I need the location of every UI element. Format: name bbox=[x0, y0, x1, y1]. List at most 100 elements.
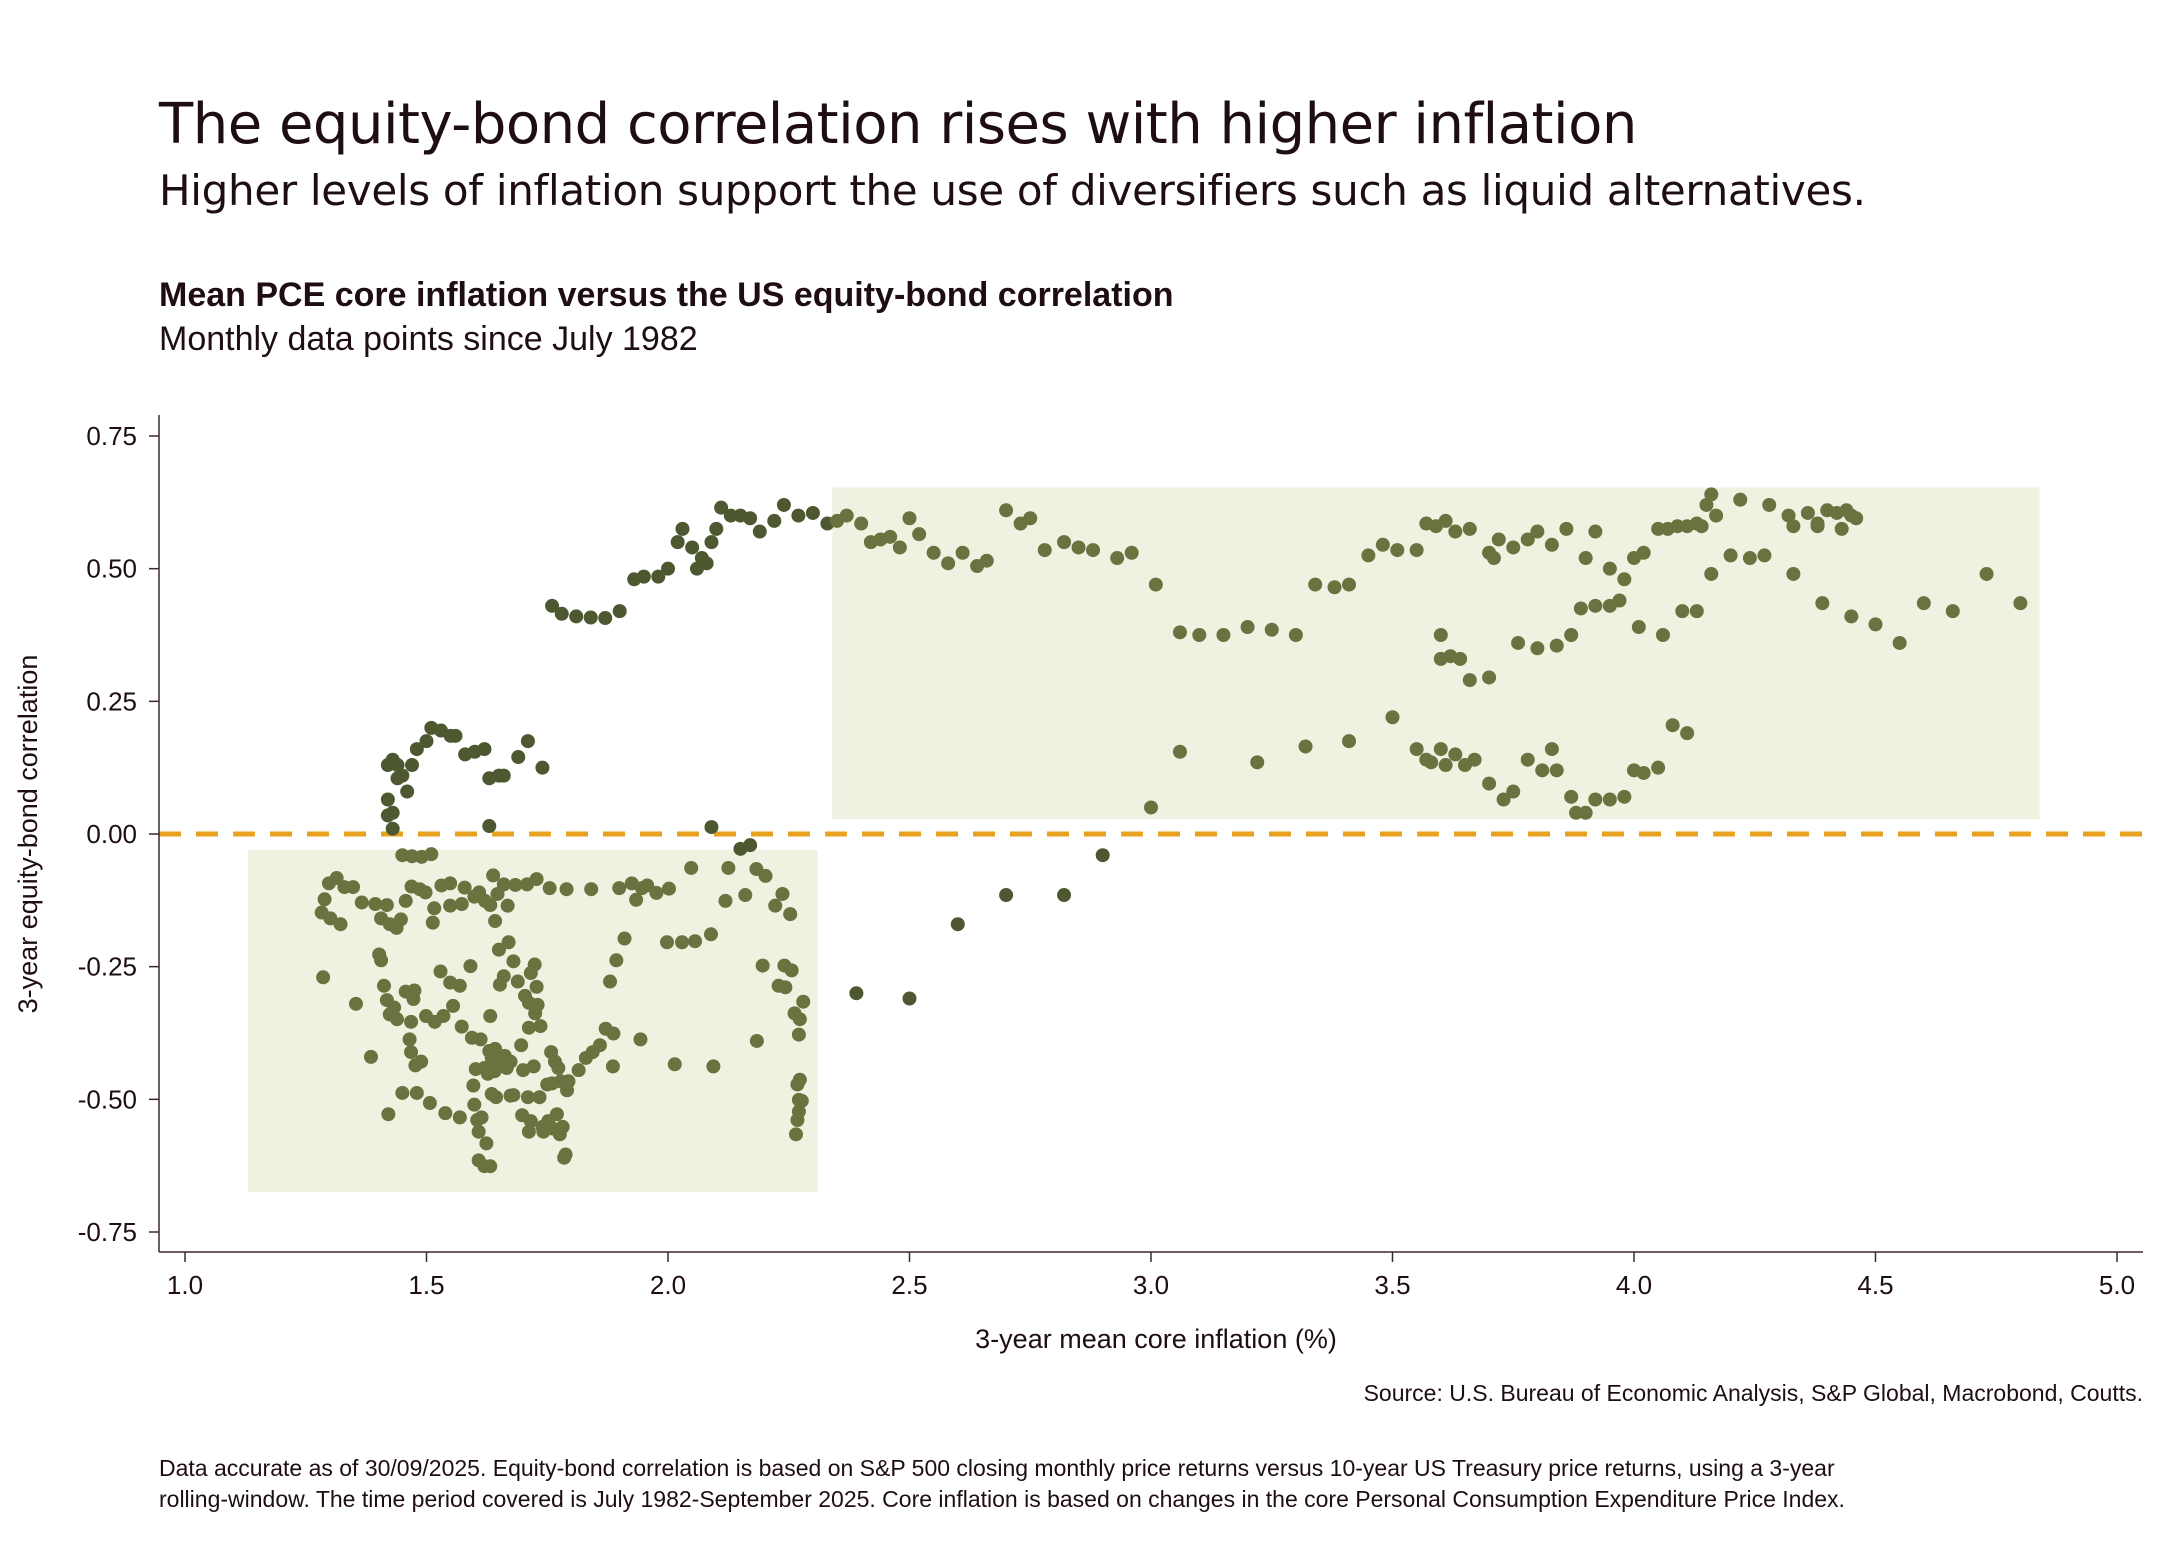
data-point bbox=[1409, 742, 1424, 757]
data-point bbox=[551, 1061, 566, 1076]
data-point bbox=[1979, 566, 1994, 581]
data-point bbox=[474, 1110, 489, 1125]
data-point bbox=[784, 963, 799, 978]
data-point bbox=[452, 1110, 467, 1125]
data-point bbox=[999, 503, 1014, 518]
data-point bbox=[467, 1097, 482, 1112]
data-point bbox=[1544, 742, 1559, 757]
data-point bbox=[749, 1033, 764, 1048]
data-point bbox=[374, 953, 389, 968]
data-point bbox=[1762, 497, 1777, 512]
data-point bbox=[348, 996, 363, 1011]
data-point bbox=[1506, 784, 1521, 799]
data-point bbox=[404, 1014, 419, 1029]
data-point bbox=[675, 521, 690, 536]
data-point bbox=[506, 954, 521, 969]
data-point bbox=[496, 877, 511, 892]
data-point bbox=[1781, 508, 1796, 523]
data-point bbox=[1482, 776, 1497, 791]
data-point bbox=[794, 1093, 809, 1108]
data-point bbox=[883, 529, 898, 544]
data-point bbox=[609, 953, 624, 968]
data-point bbox=[1148, 577, 1163, 592]
data-point bbox=[1602, 561, 1617, 576]
data-point bbox=[617, 931, 632, 946]
data-point bbox=[1631, 620, 1646, 635]
data-point bbox=[527, 957, 542, 972]
data-point bbox=[1424, 755, 1439, 770]
data-point bbox=[1438, 513, 1453, 528]
data-point bbox=[521, 1124, 536, 1139]
data-point bbox=[1240, 620, 1255, 635]
data-point bbox=[402, 1032, 417, 1047]
data-point bbox=[603, 974, 618, 989]
data-point bbox=[1578, 805, 1593, 820]
data-point bbox=[520, 734, 535, 749]
data-point bbox=[395, 1085, 410, 1100]
data-point bbox=[1298, 739, 1313, 754]
data-point bbox=[783, 907, 798, 922]
data-point bbox=[535, 760, 550, 775]
x-tick-label: 4.5 bbox=[1857, 1270, 1893, 1300]
data-point bbox=[788, 1127, 803, 1142]
data-point bbox=[1250, 755, 1265, 770]
data-point bbox=[503, 1054, 518, 1069]
data-point bbox=[1810, 519, 1825, 534]
data-point bbox=[511, 750, 526, 765]
data-point bbox=[1172, 625, 1187, 640]
data-point bbox=[526, 1059, 541, 1074]
data-point bbox=[1665, 718, 1680, 733]
data-point bbox=[1617, 572, 1632, 587]
data-point bbox=[1467, 752, 1482, 767]
data-point bbox=[448, 728, 463, 743]
data-point bbox=[443, 876, 458, 891]
data-point bbox=[1588, 598, 1603, 613]
data-point bbox=[1448, 747, 1463, 762]
data-point bbox=[346, 880, 361, 895]
data-point bbox=[612, 604, 627, 619]
data-point bbox=[1670, 519, 1685, 534]
data-point bbox=[1409, 543, 1424, 558]
data-point bbox=[1433, 742, 1448, 757]
data-point bbox=[1453, 651, 1468, 666]
data-point bbox=[1916, 596, 1931, 611]
data-point bbox=[738, 888, 753, 903]
data-point bbox=[1945, 604, 1960, 619]
data-point bbox=[419, 734, 434, 749]
data-point bbox=[1192, 628, 1207, 642]
data-point bbox=[409, 742, 424, 757]
data-point bbox=[500, 898, 515, 913]
data-point bbox=[661, 881, 676, 896]
data-point bbox=[1694, 519, 1709, 534]
data-point bbox=[796, 994, 811, 1009]
data-point bbox=[1655, 628, 1670, 642]
data-point bbox=[425, 915, 440, 930]
data-point bbox=[1264, 622, 1279, 637]
data-point bbox=[1849, 511, 1864, 526]
data-point bbox=[466, 1078, 481, 1093]
data-point bbox=[892, 540, 907, 555]
data-point bbox=[791, 1027, 806, 1042]
data-point bbox=[950, 917, 965, 932]
data-point bbox=[554, 606, 569, 621]
data-point bbox=[368, 897, 383, 912]
data-point bbox=[1385, 710, 1400, 725]
data-point bbox=[661, 561, 675, 576]
data-point bbox=[1144, 800, 1158, 815]
data-point bbox=[404, 1045, 419, 1060]
data-point bbox=[471, 1124, 486, 1139]
data-point bbox=[1742, 551, 1757, 566]
data-point bbox=[530, 997, 545, 1012]
data-point bbox=[443, 898, 458, 913]
data-point bbox=[506, 1088, 521, 1103]
data-point bbox=[424, 847, 439, 862]
data-point bbox=[486, 868, 501, 883]
y-tick-label: 0.00 bbox=[86, 819, 137, 849]
data-point bbox=[1800, 505, 1815, 520]
data-point bbox=[323, 911, 338, 926]
data-point bbox=[501, 935, 516, 950]
data-point bbox=[1680, 726, 1695, 741]
chart-subtitle: Monthly data points since July 1982 bbox=[159, 320, 698, 358]
data-point bbox=[685, 540, 700, 555]
